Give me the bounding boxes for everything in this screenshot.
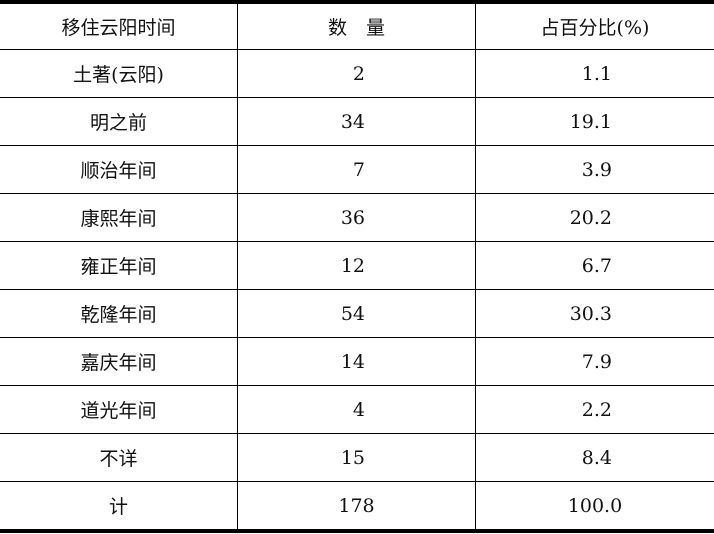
- percent-cell: 3.9: [475, 145, 714, 194]
- header-period: 移住云阳时间: [0, 4, 238, 50]
- header-row: 移住云阳时间 数 量 占百分比(%): [0, 4, 714, 50]
- header-percent: 占百分比(%): [475, 4, 714, 50]
- period-cell: 康熙年间: [0, 193, 238, 242]
- total-period-cell: 计: [0, 481, 238, 529]
- migration-table: 移住云阳时间 数 量 占百分比(%) 土著(云阳) 2 1.1 明之前 34 19.1 顺治…: [0, 4, 714, 529]
- count-cell: 7: [237, 145, 476, 194]
- period-cell: 嘉庆年间: [0, 337, 238, 386]
- percent-cell: 30.3: [475, 289, 714, 338]
- table-row: 雍正年间 12 6.7: [0, 241, 714, 290]
- count-cell: 12: [237, 241, 476, 290]
- table-row: 顺治年间 7 3.9: [0, 145, 714, 194]
- percent-cell: 8.4: [475, 433, 714, 482]
- count-cell: 4: [237, 385, 476, 434]
- count-cell: 14: [237, 337, 476, 386]
- total-percent-cell: 100.0: [567, 494, 623, 517]
- table-row: 康熙年间 36 20.2: [0, 193, 714, 242]
- table-row: 明之前 34 19.1: [0, 97, 714, 146]
- table-row: 土著(云阳) 2 1.1: [0, 49, 714, 98]
- period-cell: 道光年间: [0, 385, 238, 434]
- period-cell: 土著(云阳): [0, 49, 238, 98]
- percent-cell: 1.1: [475, 49, 714, 98]
- percent-cell: 7.9: [475, 337, 714, 386]
- total-row: 计 178 100.0: [0, 481, 714, 529]
- table-row: 嘉庆年间 14 7.9: [0, 337, 714, 386]
- period-cell: 不详: [0, 433, 238, 482]
- period-cell: 顺治年间: [0, 145, 238, 194]
- count-cell: 36: [237, 193, 476, 242]
- header-count: 数 量: [237, 4, 476, 50]
- count-cell: 54: [237, 289, 476, 338]
- table-row: 乾隆年间 54 30.3: [0, 289, 714, 338]
- period-cell: 乾隆年间: [0, 289, 238, 338]
- percent-cell: 20.2: [475, 193, 714, 242]
- percent-cell: 2.2: [475, 385, 714, 434]
- period-cell: 明之前: [0, 97, 238, 146]
- percent-cell: 19.1: [475, 97, 714, 146]
- count-cell: 2: [237, 49, 476, 98]
- table-row: 不详 15 8.4: [0, 433, 714, 482]
- total-count-cell: 178: [237, 481, 476, 529]
- period-cell: 雍正年间: [0, 241, 238, 290]
- table-row: 道光年间 4 2.2: [0, 385, 714, 434]
- count-cell: 15: [237, 433, 476, 482]
- percent-cell: 6.7: [475, 241, 714, 290]
- count-cell: 34: [237, 97, 476, 146]
